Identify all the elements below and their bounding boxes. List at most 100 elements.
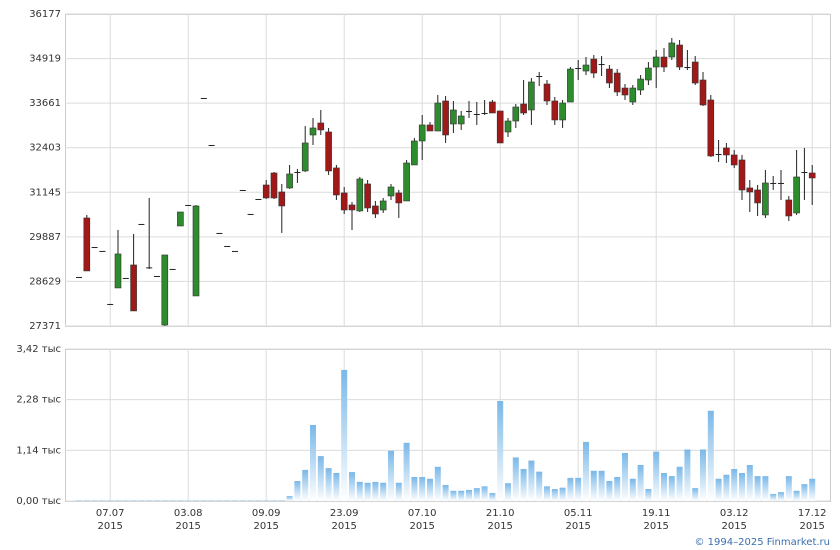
candle-body xyxy=(301,142,309,172)
volume-bar xyxy=(216,500,223,501)
volume-bar xyxy=(434,466,441,501)
candle-body xyxy=(559,102,566,121)
x-tick-year: 2015 xyxy=(175,521,200,532)
y-tick-label: 36177 xyxy=(29,9,61,20)
candle-body xyxy=(746,187,754,193)
volume-bar xyxy=(520,469,527,501)
candle-body xyxy=(426,124,434,132)
candle-body xyxy=(154,275,160,277)
candle-body xyxy=(473,113,480,115)
x-tick-year: 2015 xyxy=(97,521,122,532)
candle-body xyxy=(567,68,574,103)
x-tick-year: 2015 xyxy=(331,521,356,532)
candle-body xyxy=(270,172,278,199)
candle-body xyxy=(793,176,800,214)
candle-body xyxy=(325,131,332,172)
candle-body xyxy=(730,154,738,166)
volume-bar xyxy=(661,473,667,501)
candle-body xyxy=(208,144,215,146)
candle-body xyxy=(278,191,286,207)
candle-body xyxy=(707,99,715,157)
candle-body xyxy=(192,205,200,297)
volume-bar xyxy=(76,500,82,501)
x-tick-year: 2015 xyxy=(565,521,590,532)
candle-body xyxy=(333,167,340,196)
volume-bar xyxy=(770,493,777,501)
candle-body xyxy=(348,204,356,211)
volume-frame xyxy=(65,349,831,502)
candle-body xyxy=(372,205,379,215)
volume-bar xyxy=(185,500,192,501)
y-tick-label: 28629 xyxy=(29,276,61,287)
candle-body xyxy=(317,122,325,131)
volume-bar xyxy=(325,468,332,501)
volume-bar xyxy=(629,478,636,501)
volume-bar xyxy=(107,500,114,501)
volume-bar xyxy=(614,477,621,501)
volume-bar xyxy=(739,473,745,501)
x-tick-label: 21.10 xyxy=(486,508,515,519)
volume-bar xyxy=(559,487,566,501)
candle-body xyxy=(770,182,777,184)
volume-bar xyxy=(489,493,496,501)
candle-body xyxy=(785,199,793,217)
candle-body xyxy=(122,277,129,279)
volume-bar xyxy=(177,500,184,501)
y-tick-label: 32403 xyxy=(29,143,61,154)
volume-bar xyxy=(115,500,121,501)
candle-body xyxy=(660,56,668,68)
x-tick-label: 19.11 xyxy=(642,508,671,519)
x-tick-year: 2015 xyxy=(643,521,668,532)
candle-body xyxy=(434,102,442,132)
candle-body xyxy=(161,254,169,326)
volume-bar xyxy=(83,500,90,501)
volume-bar xyxy=(255,500,262,501)
volume-bar xyxy=(544,486,550,501)
y-tick-label: 0,00 тыс xyxy=(16,496,61,507)
candle-body xyxy=(723,147,730,156)
x-tick-label: 17.12 xyxy=(798,508,827,519)
volume-bar xyxy=(247,500,254,501)
candle-body xyxy=(200,97,207,99)
candle-body xyxy=(364,183,371,209)
volume-bar xyxy=(793,490,800,501)
candle-body xyxy=(676,44,683,68)
volume-bar xyxy=(723,474,730,501)
volume-bar xyxy=(746,465,753,501)
candle-body xyxy=(762,182,769,216)
volume-bar xyxy=(801,484,808,501)
volume-bar xyxy=(762,476,769,501)
volume-bar xyxy=(161,500,168,501)
candle-body xyxy=(738,159,746,191)
volume-bar xyxy=(692,488,699,501)
y-tick-label: 2,28 тыс xyxy=(16,395,61,406)
candle-body xyxy=(489,101,496,114)
candle-body xyxy=(442,100,449,136)
x-tick-label: 03.08 xyxy=(174,508,203,519)
candle-body xyxy=(239,189,246,191)
volume-bar xyxy=(583,441,589,501)
volume-bar xyxy=(715,478,722,501)
volume-bar xyxy=(411,477,418,501)
volume-bar xyxy=(637,465,644,501)
candle-body xyxy=(598,64,605,66)
price-frame xyxy=(65,14,831,327)
x-tick-year: 2015 xyxy=(799,521,824,532)
candle-body xyxy=(621,87,629,96)
volume-bar xyxy=(154,500,160,501)
candle-body xyxy=(309,127,317,136)
candle-body xyxy=(130,264,137,312)
volume-bar xyxy=(356,481,363,501)
candle-body xyxy=(177,211,184,227)
volume-bar xyxy=(91,500,98,501)
candle-body xyxy=(637,78,644,91)
x-tick-year: 2015 xyxy=(409,521,434,532)
candle-body xyxy=(247,213,254,215)
volume-bar xyxy=(349,472,355,501)
volume-bar xyxy=(653,451,660,501)
candle-body xyxy=(255,198,262,200)
x-tick-label: 23.09 xyxy=(330,508,359,519)
candle-body xyxy=(582,64,590,72)
candle-body xyxy=(629,87,637,103)
volume-bar xyxy=(473,488,480,501)
